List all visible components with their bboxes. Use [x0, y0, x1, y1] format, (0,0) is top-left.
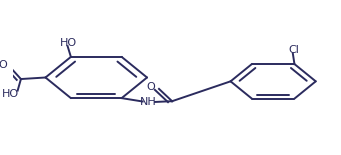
Text: HO: HO: [2, 89, 19, 99]
Text: O: O: [146, 82, 155, 92]
Text: NH: NH: [140, 97, 157, 107]
Text: O: O: [0, 60, 8, 70]
Text: HO: HO: [60, 38, 77, 48]
Text: Cl: Cl: [288, 45, 299, 55]
